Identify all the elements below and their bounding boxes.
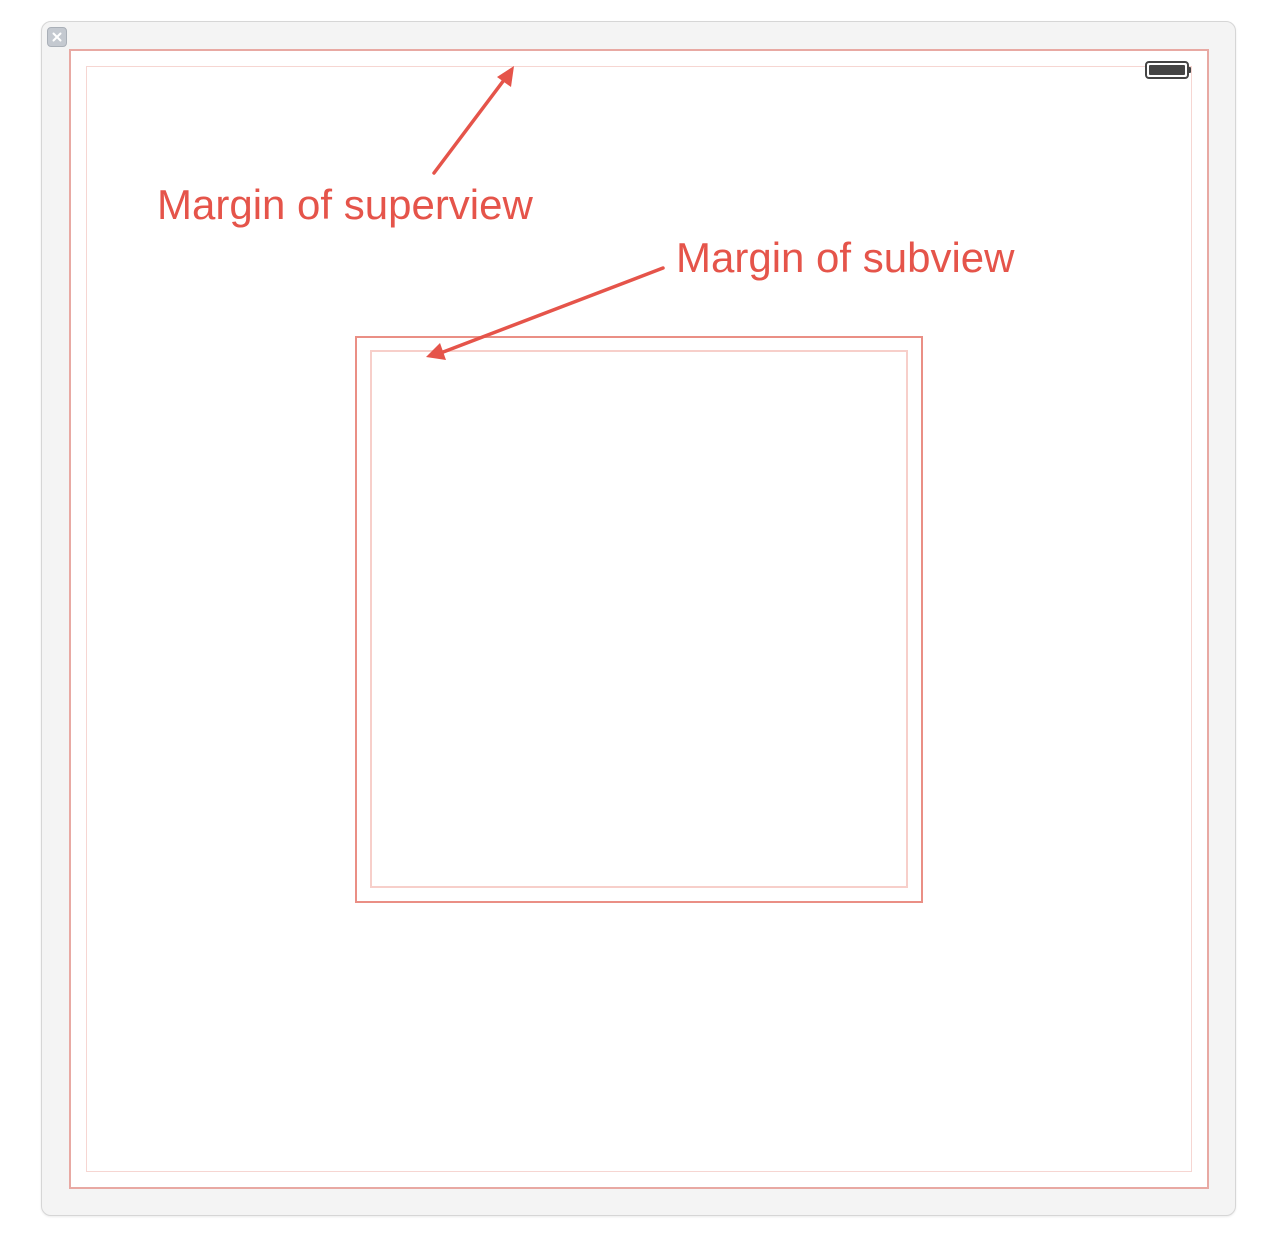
subview[interactable] <box>355 336 923 903</box>
subview-margin-label: Margin of subview <box>676 234 1015 281</box>
close-icon[interactable] <box>47 27 67 47</box>
superview-margin-label: Margin of superview <box>157 181 533 228</box>
battery-icon <box>1145 61 1191 79</box>
superview-margin-guide <box>86 66 1192 1172</box>
subview-margin-guide <box>370 350 908 888</box>
